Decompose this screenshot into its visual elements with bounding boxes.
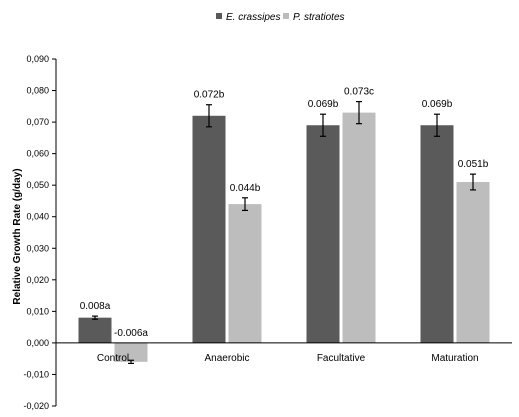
data-label: 0.072b <box>194 90 225 101</box>
data-label: 0.069b <box>422 99 453 110</box>
bar <box>78 317 112 343</box>
data-label: 0.051b <box>458 159 489 170</box>
y-tick-label: 0,060 <box>26 149 49 159</box>
data-label: 0.073c <box>344 87 374 98</box>
x-tick-label: Maturation <box>431 353 478 364</box>
legend-label: E. crassipes <box>226 12 280 23</box>
y-tick-label: 0,010 <box>26 306 49 316</box>
data-label: 0.044b <box>230 183 261 194</box>
y-axis-label: Relative Growth Rate (g/day) <box>12 168 23 304</box>
x-tick-label: Control <box>97 353 129 364</box>
y-tick-label: 0,090 <box>26 54 49 64</box>
bar <box>456 182 490 343</box>
data-label: 0.069b <box>308 99 339 110</box>
x-tick-label: Anaerobic <box>204 353 249 364</box>
bar <box>192 115 226 343</box>
bar <box>420 125 454 343</box>
y-tick-label: 0,030 <box>26 243 49 253</box>
y-tick-label: 0,050 <box>26 180 49 190</box>
y-tick-label: 0,020 <box>26 275 49 285</box>
legend-swatch <box>216 13 222 19</box>
data-label: 0.008a <box>80 301 111 312</box>
y-tick-label: -0,020 <box>23 401 49 411</box>
y-tick-label: 0,080 <box>26 86 49 96</box>
y-tick-label: 0,070 <box>26 117 49 127</box>
legend-swatch <box>283 13 289 19</box>
bar <box>114 342 148 362</box>
bar <box>342 112 376 343</box>
bar <box>228 204 262 343</box>
legend-label: P. stratiotes <box>293 12 345 23</box>
data-label: -0.006a <box>114 328 148 339</box>
y-tick-label: 0,000 <box>26 338 49 348</box>
bar <box>306 125 340 343</box>
y-tick-label: -0,010 <box>23 369 49 379</box>
x-tick-label: Facultative <box>317 353 366 364</box>
y-tick-label: 0,040 <box>26 212 49 222</box>
